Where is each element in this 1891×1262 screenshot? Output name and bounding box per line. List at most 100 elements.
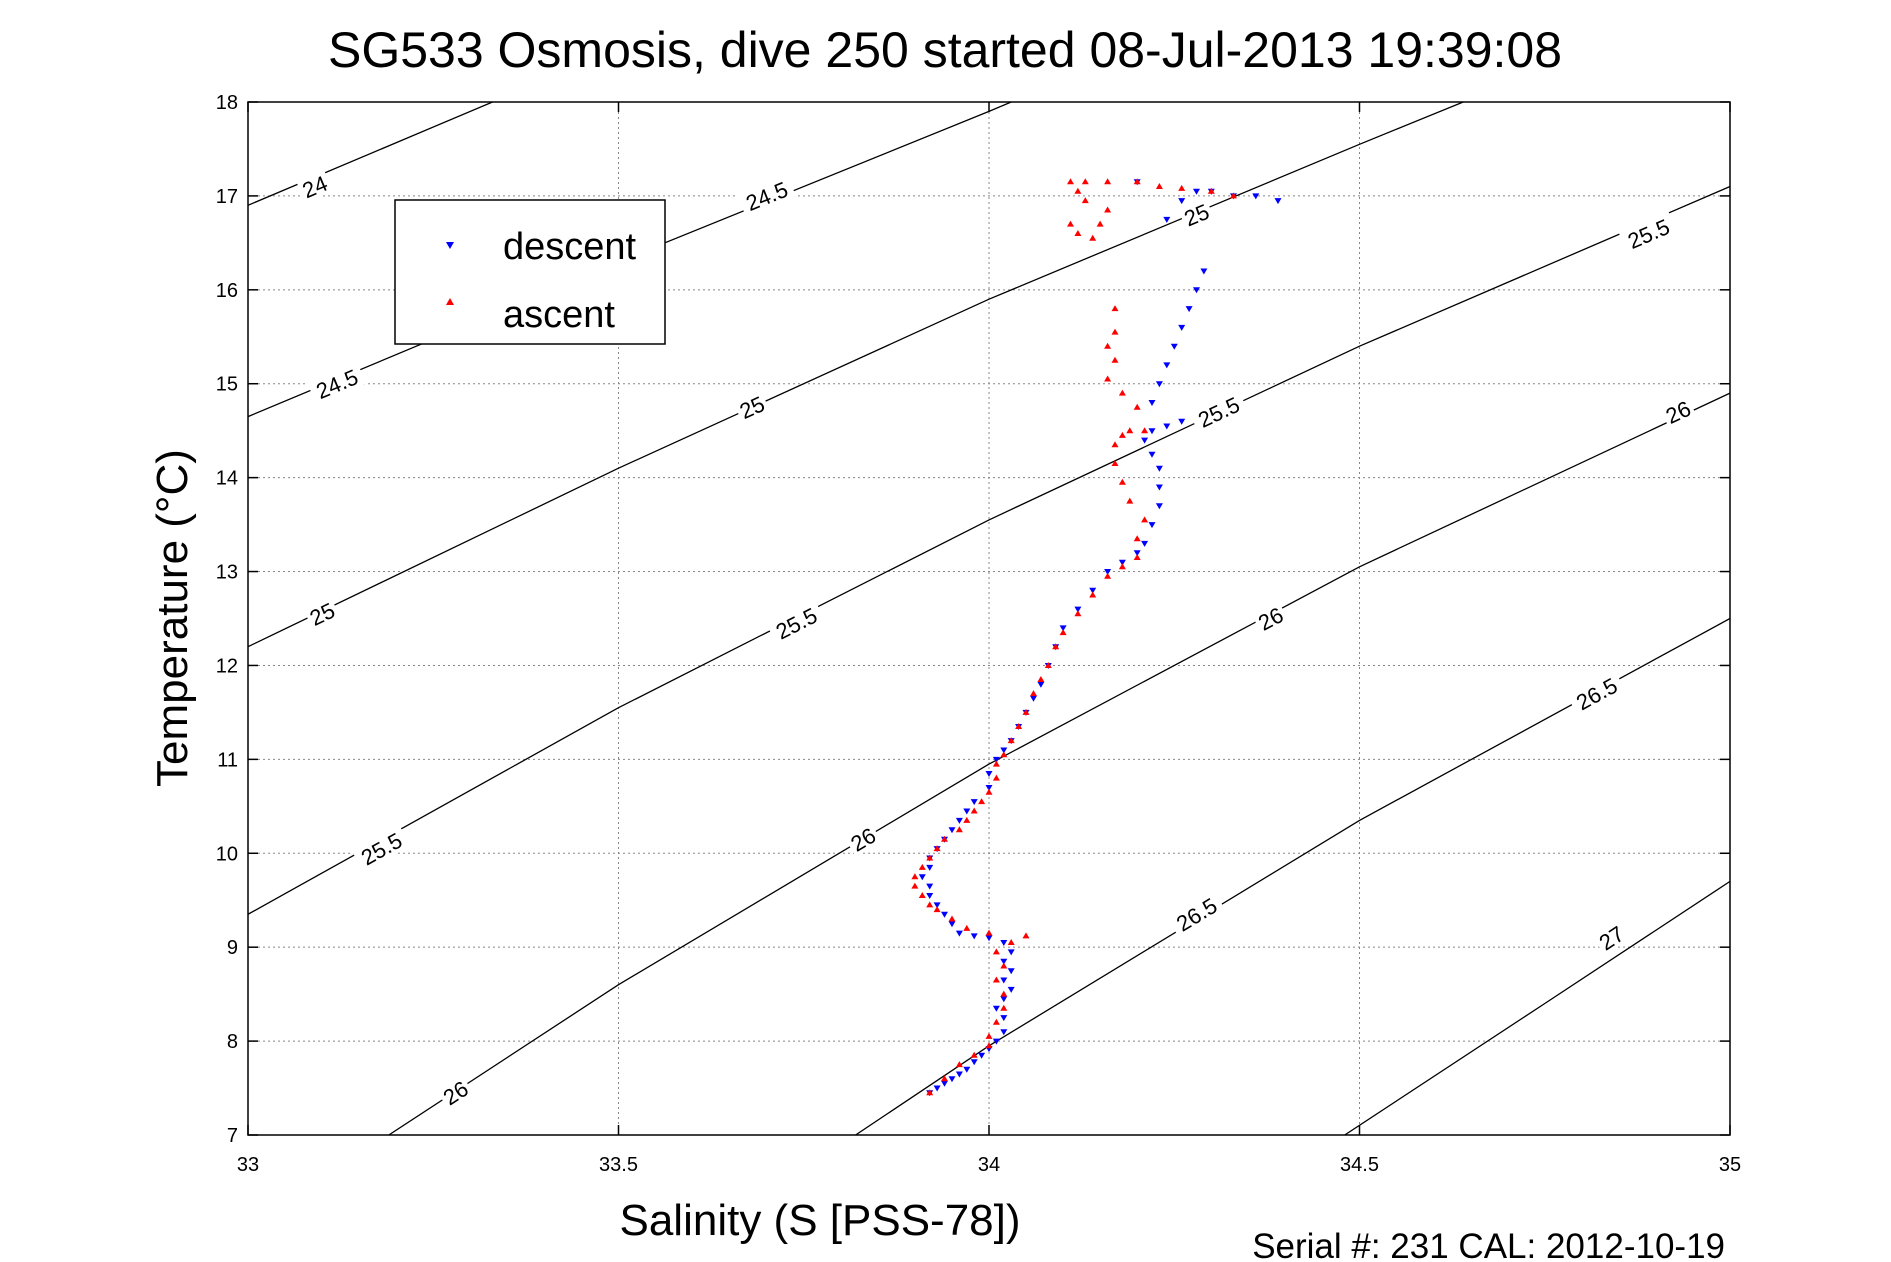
descent-point — [1148, 522, 1156, 529]
contour-label: 25 — [1177, 196, 1215, 231]
ascent-point — [985, 788, 993, 795]
descent-point — [1155, 381, 1163, 388]
contour-label-text: 25 — [736, 391, 769, 424]
contour-label: 24 — [295, 168, 333, 203]
ascent-point — [1118, 563, 1126, 570]
contour-label: 25.5 — [1618, 210, 1678, 255]
ascent-point — [1052, 643, 1060, 650]
descent-point — [1104, 569, 1112, 575]
descent-point — [1089, 587, 1097, 594]
ascent-point — [926, 901, 934, 908]
contour-label-bg — [766, 599, 826, 646]
descent-point — [1148, 451, 1156, 458]
contour-label-bg — [1618, 210, 1678, 255]
descent-point — [1000, 747, 1008, 754]
ascent-point — [1104, 375, 1112, 382]
contour-label-text: 26 — [1662, 396, 1695, 429]
descent-point — [1148, 428, 1156, 435]
descent-point — [1000, 958, 1008, 965]
descent-point — [1000, 1029, 1008, 1036]
contour-label-text: 24.5 — [313, 364, 362, 404]
ascent-point — [1007, 939, 1015, 945]
ascent-point — [1111, 460, 1119, 466]
ascent-point — [992, 948, 1000, 955]
descent-point — [1148, 400, 1156, 406]
contour-line — [1344, 880, 1730, 1135]
ascent-point — [1044, 662, 1052, 668]
ascent-point — [1111, 305, 1119, 312]
contour-label-bg — [736, 173, 796, 217]
descent-point — [955, 1071, 963, 1078]
descent-point — [1274, 198, 1282, 205]
descent-point — [948, 1076, 956, 1083]
descent-point — [1000, 940, 1008, 946]
contour-label: 26 — [1659, 393, 1697, 429]
descent-point — [992, 1038, 1000, 1045]
contour-label-bg — [732, 389, 771, 424]
descent-point — [992, 756, 1000, 763]
descent-point — [926, 864, 934, 871]
descent-point — [1007, 949, 1015, 956]
ascent-point — [918, 863, 926, 870]
descent-point — [985, 785, 993, 791]
ascent-point — [1126, 427, 1134, 434]
y-tick-label: 9 — [227, 937, 238, 959]
ascent-point — [992, 760, 1000, 767]
ascent-point — [955, 1061, 963, 1068]
ascent-point — [992, 1018, 1000, 1025]
ascent-point — [985, 1042, 993, 1049]
descent-point — [948, 921, 956, 928]
ascent-point — [1022, 932, 1030, 939]
y-tick-label: 14 — [216, 468, 238, 490]
serial-cal-footer: Serial #: 231 CAL: 2012-10-19 — [1252, 1227, 1725, 1262]
descent-point — [1178, 418, 1186, 425]
y-tick-label: 13 — [216, 562, 238, 584]
descent-point — [1193, 188, 1200, 195]
x-axis-label: Salinity (S [PSS-78]) — [619, 1196, 1020, 1245]
ascent-point — [1126, 497, 1134, 504]
descent-point — [970, 933, 978, 940]
ascent-point — [911, 873, 919, 880]
contour-label: 24.5 — [736, 173, 796, 217]
contour-label-bg — [302, 595, 341, 631]
ascent-point — [1111, 328, 1119, 335]
ascent-point — [1007, 737, 1015, 744]
descent-point — [978, 1052, 986, 1059]
ascent-point — [1074, 187, 1082, 194]
ascent-point — [1074, 230, 1082, 236]
x-tick-label: 33.5 — [599, 1154, 638, 1176]
ascent-point — [955, 826, 963, 833]
descent-point — [1170, 343, 1178, 350]
descent-point — [1163, 423, 1171, 430]
descent-point — [1000, 1015, 1008, 1022]
ascent-point — [911, 882, 919, 889]
ascent-point — [1141, 427, 1149, 434]
x-tick-label: 34 — [978, 1154, 1000, 1176]
ascent-point — [926, 854, 934, 861]
descent-point — [1252, 193, 1260, 200]
ascent-point — [1089, 234, 1097, 241]
ascent-point — [1133, 554, 1141, 560]
descent-point — [1178, 324, 1186, 331]
ascent-point — [933, 845, 941, 852]
contour-label-bg — [435, 1073, 475, 1111]
descent-point — [970, 799, 978, 806]
descent-point — [1000, 996, 1008, 1003]
descent-point — [1000, 977, 1008, 984]
contour-line — [248, 102, 1464, 648]
contour-label-bg — [1591, 918, 1630, 956]
descent-point — [1163, 362, 1171, 369]
y-tick-label: 12 — [216, 655, 238, 677]
contour-line — [248, 102, 493, 206]
contour-label: 24.5 — [306, 361, 367, 405]
descent-point — [941, 911, 948, 918]
y-tick-label: 10 — [216, 843, 238, 865]
ascent-point — [963, 816, 971, 823]
descent-point — [970, 1059, 978, 1066]
legend: descent ascent — [394, 199, 666, 345]
ascent-point — [948, 915, 956, 922]
descent-point — [948, 827, 956, 834]
descent-point — [1155, 465, 1163, 472]
ascent-point — [1096, 220, 1104, 227]
contour-label-bg — [351, 824, 411, 872]
